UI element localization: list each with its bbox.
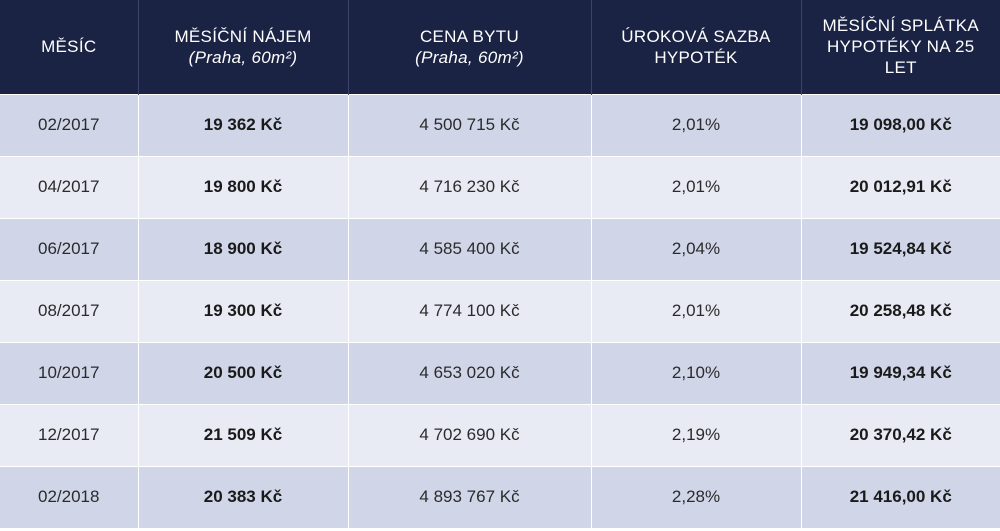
header-row: MĚSÍC MĚSÍČNÍ NÁJEM (Praha, 60m²) CENA B… (0, 0, 1000, 94)
cell-rent: 21 509 Kč (137, 403, 348, 466)
table-row: 10/2017 20 500 Kč 4 653 020 Kč 2,10% 19 … (0, 341, 1000, 404)
cell-month: 12/2017 (0, 403, 138, 466)
header-month: MĚSÍC (0, 0, 138, 94)
cell-rent: 18 900 Kč (137, 217, 348, 280)
table-row: 12/2017 21 509 Kč 4 702 690 Kč 2,19% 20 … (0, 403, 1000, 466)
header-rent-label: MĚSÍČNÍ NÁJEM (174, 26, 312, 46)
cell-price: 4 774 100 Kč (347, 279, 591, 342)
header-rate: ÚROKOVÁ SAZBA HYPOTÉK (590, 0, 801, 94)
header-rent-sub: (Praha, 60m²) (188, 47, 298, 67)
cell-rent: 20 383 Kč (137, 465, 348, 528)
cell-rent: 19 362 Kč (137, 93, 348, 156)
cell-rate: 2,01% (590, 93, 801, 156)
cell-price: 4 716 230 Kč (347, 155, 591, 218)
cell-month: 08/2017 (0, 279, 138, 342)
header-price-label: CENA BYTU (419, 26, 520, 46)
cell-month: 04/2017 (0, 155, 138, 218)
cell-rent: 19 800 Kč (137, 155, 348, 218)
cell-payment: 19 098,00 Kč (800, 93, 1000, 156)
cell-payment: 20 012,91 Kč (800, 155, 1000, 218)
cell-rent: 20 500 Kč (137, 341, 348, 404)
cell-month: 02/2017 (0, 93, 138, 156)
table-row: 02/2018 20 383 Kč 4 893 767 Kč 2,28% 21 … (0, 465, 1000, 528)
cell-price: 4 702 690 Kč (347, 403, 591, 466)
cell-rate: 2,01% (590, 155, 801, 218)
cell-price: 4 585 400 Kč (347, 217, 591, 280)
table-row: 02/2017 19 362 Kč 4 500 715 Kč 2,01% 19 … (0, 93, 1000, 156)
header-payment: MĚSÍČNÍ SPLÁTKA HYPOTÉKY NA 25 LET (800, 0, 1000, 94)
cell-rent: 19 300 Kč (137, 279, 348, 342)
header-price: CENA BYTU (Praha, 60m²) (347, 0, 591, 94)
header-rent: MĚSÍČNÍ NÁJEM (Praha, 60m²) (137, 0, 348, 94)
cell-rate: 2,10% (590, 341, 801, 404)
cell-payment: 20 258,48 Kč (800, 279, 1000, 342)
cell-price: 4 500 715 Kč (347, 93, 591, 156)
header-price-sub: (Praha, 60m²) (415, 47, 524, 67)
table-row: 08/2017 19 300 Kč 4 774 100 Kč 2,01% 20 … (0, 279, 1000, 342)
cell-rate: 2,01% (590, 279, 801, 342)
table-row: 04/2017 19 800 Kč 4 716 230 Kč 2,01% 20 … (0, 155, 1000, 218)
table-row: 06/2017 18 900 Kč 4 585 400 Kč 2,04% 19 … (0, 217, 1000, 280)
cell-price: 4 893 767 Kč (347, 465, 591, 528)
cell-month: 02/2018 (0, 465, 138, 528)
cell-payment: 20 370,42 Kč (800, 403, 1000, 466)
cell-month: 10/2017 (0, 341, 138, 404)
cell-price: 4 653 020 Kč (347, 341, 591, 404)
cell-month: 06/2017 (0, 217, 138, 280)
cell-rate: 2,04% (590, 217, 801, 280)
cell-rate: 2,28% (590, 465, 801, 528)
cell-payment: 19 949,34 Kč (800, 341, 1000, 404)
cell-rate: 2,19% (590, 403, 801, 466)
cell-payment: 21 416,00 Kč (800, 465, 1000, 528)
cell-payment: 19 524,84 Kč (800, 217, 1000, 280)
